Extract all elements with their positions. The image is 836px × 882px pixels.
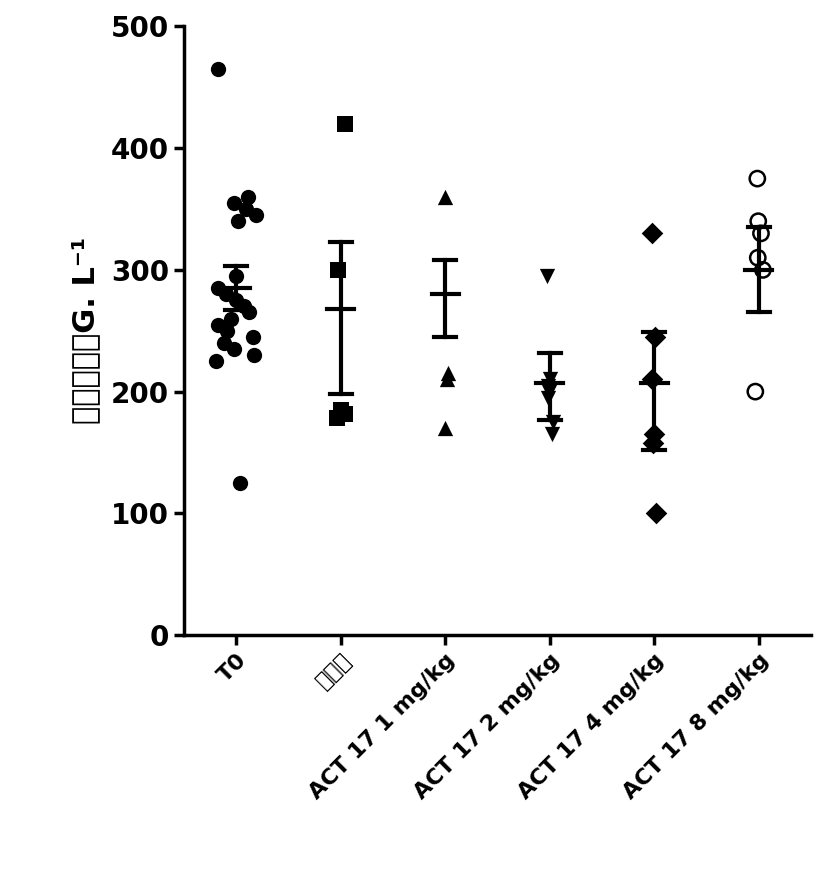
Point [230,269,243,283]
Point [339,407,352,421]
Point [239,202,252,216]
Point [648,330,661,344]
Point [645,227,659,241]
Point [751,171,764,186]
Point [225,311,238,325]
Point [751,250,764,265]
Point [649,506,662,520]
Point [757,263,770,277]
Point [249,208,263,222]
Point [212,281,225,295]
Point [749,385,762,399]
Point [242,305,256,319]
Point [542,378,555,392]
Point [247,348,261,363]
Point [231,214,244,228]
Point [212,318,225,332]
Point [540,269,553,283]
Point [227,196,240,210]
Point [330,411,344,425]
Y-axis label: 血小板计数G. L⁻¹: 血小板计数G. L⁻¹ [71,237,100,424]
Point [438,421,451,435]
Point [241,190,254,204]
Point [547,415,560,430]
Point [247,330,260,344]
Point [220,288,233,302]
Point [542,391,555,405]
Point [227,342,241,356]
Point [441,372,454,386]
Point [543,385,556,399]
Point [210,355,223,369]
Point [217,336,231,350]
Point [221,324,234,338]
Point [546,427,559,441]
Point [754,227,767,241]
Point [331,263,344,277]
Point [339,116,352,131]
Point [441,366,455,380]
Point [237,299,250,313]
Point [646,436,660,450]
Point [234,476,247,490]
Point [752,214,765,228]
Point [647,427,660,441]
Point [645,372,659,386]
Point [439,190,452,204]
Point [229,293,242,308]
Point [543,372,556,386]
Point [212,62,225,76]
Point [334,403,348,417]
